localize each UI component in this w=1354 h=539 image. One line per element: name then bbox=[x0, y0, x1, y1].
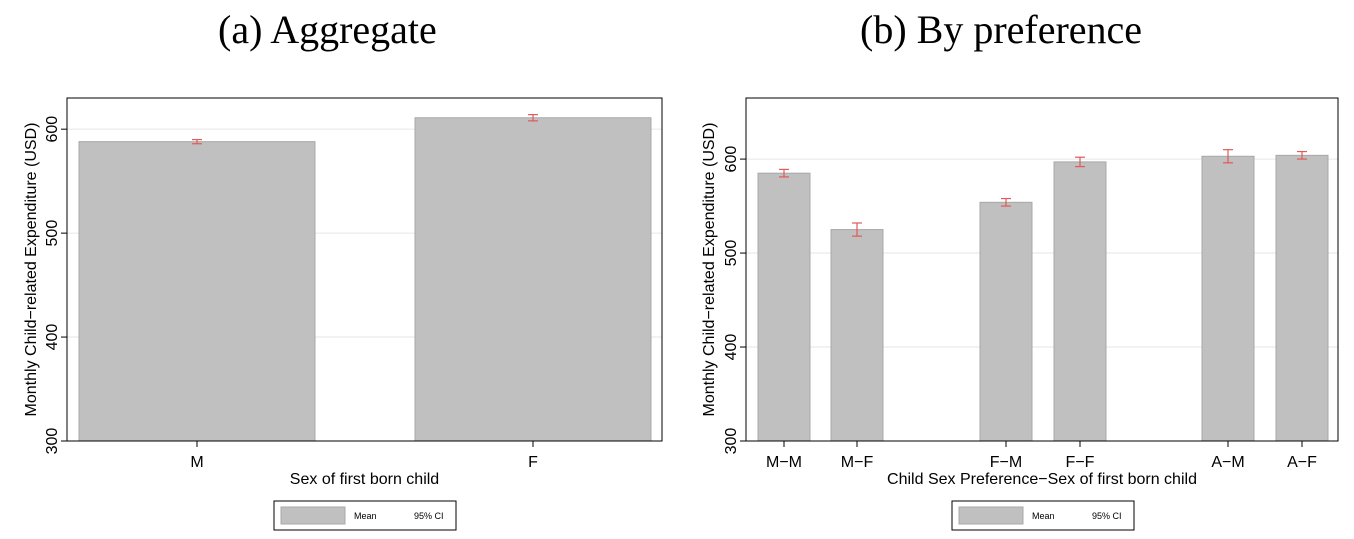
ytick-label-b-0: 300 bbox=[723, 428, 740, 455]
bar-b-4 bbox=[1201, 155, 1255, 442]
bar-a-0 bbox=[78, 141, 316, 442]
panel-b: 300 400 500 600 M−M M−F F−M F−F A−M A−F Child Sex … bbox=[701, 97, 1339, 531]
bar-b-5 bbox=[1275, 154, 1329, 442]
panel-a-title: (a) Aggregate bbox=[218, 7, 437, 52]
panel-b-title: (b) By preference bbox=[860, 7, 1143, 52]
ytick-label-a-1: 400 bbox=[44, 324, 61, 351]
xtick-label-b-5: A−F bbox=[1287, 454, 1317, 471]
legend-swatch-mean-a bbox=[280, 506, 346, 525]
ytick-label-b-1: 400 bbox=[723, 334, 740, 361]
plot-frame-b bbox=[745, 97, 1339, 442]
xtick-label-a-0: M bbox=[190, 454, 203, 471]
legend-label-ci-a: 95% CI bbox=[414, 511, 444, 521]
bar-b-1 bbox=[830, 229, 884, 442]
ytick-label-a-0: 300 bbox=[44, 428, 61, 455]
legend-label-ci-b: 95% CI bbox=[1092, 511, 1122, 521]
x-axis-title-a: Sex of first born child bbox=[290, 471, 439, 488]
y-axis-title-b: Monthly Child−related Expenditure (USD) bbox=[701, 123, 718, 417]
ytick-label-b-3: 600 bbox=[723, 146, 740, 173]
xtick-label-b-0: M−M bbox=[766, 454, 802, 471]
xtick-label-b-3: F−F bbox=[1066, 454, 1095, 471]
panel-a: 300 400 500 600 M F Sex of first born child Mon… bbox=[23, 97, 663, 531]
bar-b-0 bbox=[757, 172, 811, 442]
ytick-label-a-3: 600 bbox=[44, 116, 61, 143]
ytick-label-a-2: 500 bbox=[44, 220, 61, 247]
xtick-label-a-1: F bbox=[528, 454, 538, 471]
legend-swatch-mean-b bbox=[958, 506, 1024, 525]
legend-label-mean-a: Mean bbox=[354, 511, 377, 521]
xtick-label-b-4: A−M bbox=[1211, 454, 1244, 471]
ytick-label-b-2: 500 bbox=[723, 240, 740, 267]
y-axis-title-a: Monthly Child−related Expenditure (USD) bbox=[23, 123, 40, 417]
xtick-label-b-2: F−M bbox=[990, 454, 1022, 471]
xtick-label-b-1: M−F bbox=[841, 454, 874, 471]
plot-frame-a bbox=[66, 97, 663, 442]
bar-b-3 bbox=[1053, 161, 1107, 442]
legend-b: Mean 95% CI bbox=[951, 500, 1135, 531]
bar-a-1 bbox=[414, 117, 652, 442]
legend-a: Mean 95% CI bbox=[273, 500, 457, 531]
x-axis-title-b: Child Sex Preference−Sex of first born c… bbox=[887, 471, 1197, 488]
bar-b-2 bbox=[979, 201, 1033, 442]
legend-label-mean-b: Mean bbox=[1032, 511, 1055, 521]
